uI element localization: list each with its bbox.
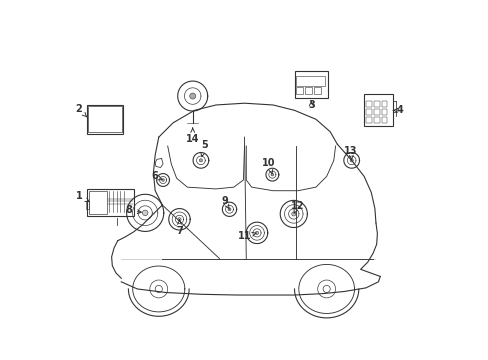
Bar [313,87,320,94]
Circle shape [255,231,258,234]
Text: 11: 11 [237,231,256,242]
Bar [365,109,371,115]
Text: 3: 3 [307,100,314,110]
Bar [296,87,302,94]
Text: 9: 9 [221,197,229,209]
Text: 14: 14 [185,128,199,144]
Bar [364,94,392,126]
Bar [87,105,123,134]
Bar [381,102,386,107]
Text: 7: 7 [176,220,183,236]
Text: 8: 8 [125,205,141,215]
Text: 10: 10 [262,158,275,174]
Bar [381,109,386,115]
Circle shape [162,179,164,181]
Circle shape [227,208,230,211]
Bar [88,106,122,132]
Text: 5: 5 [201,140,207,157]
Bar [373,109,379,115]
Bar [294,71,328,98]
Text: 1: 1 [76,191,89,202]
Text: 6: 6 [151,171,162,181]
Bar [86,202,88,208]
Circle shape [199,159,202,162]
Bar [381,117,386,123]
Bar [305,87,311,94]
Circle shape [349,159,352,162]
Bar [373,102,379,107]
Text: 12: 12 [290,201,304,213]
Circle shape [142,210,148,216]
Bar [365,117,371,123]
Text: 2: 2 [75,104,86,117]
Circle shape [189,93,195,99]
Bar [365,102,371,107]
Bar [373,117,379,123]
Text: 4: 4 [392,105,402,115]
Circle shape [270,174,273,176]
Bar [87,189,134,216]
Circle shape [178,218,181,221]
Text: 13: 13 [344,146,357,159]
Circle shape [291,212,295,216]
Bar [89,191,107,214]
Bar [296,76,324,86]
